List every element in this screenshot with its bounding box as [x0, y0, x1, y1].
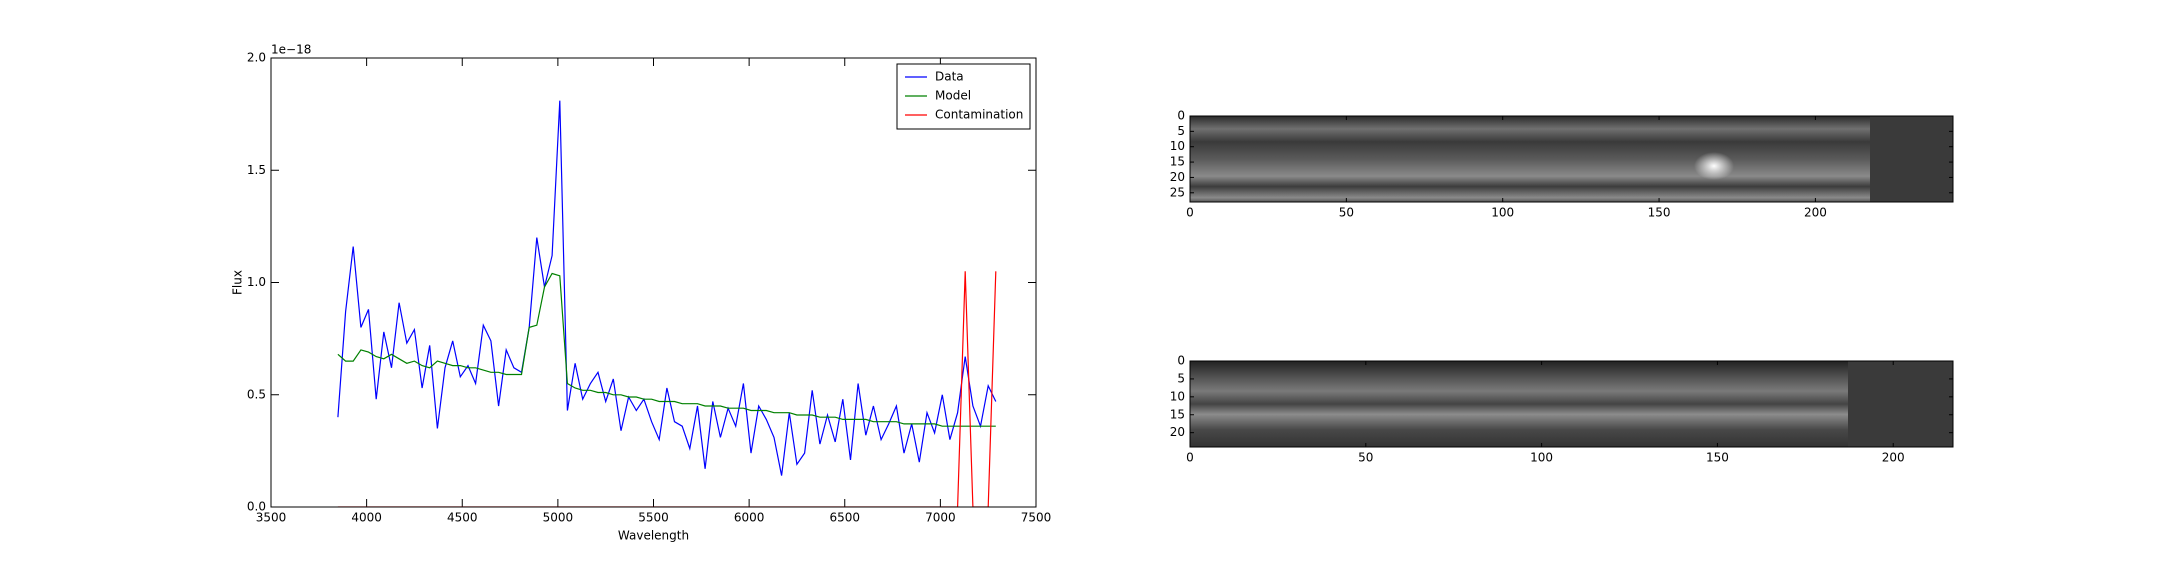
y-tick-label: 20: [1170, 170, 1185, 184]
series-line: [337, 100, 997, 476]
x-tick-label: 50: [1339, 206, 1354, 220]
legend-label: Contamination: [935, 108, 1023, 122]
y-tick-label: 10: [1170, 389, 1185, 403]
y-tick-label: 15: [1170, 155, 1185, 169]
y-tick-label: 10: [1170, 139, 1185, 153]
x-tick-label: 4000: [351, 511, 382, 525]
legend-label: Model: [935, 89, 971, 103]
x-tick-label: 5000: [543, 511, 574, 525]
y-tick-label: 5: [1177, 124, 1185, 138]
image-padding: [1848, 361, 1953, 447]
x-axis-label: Wavelength: [618, 529, 689, 543]
image-panel-bottom: [1190, 361, 1953, 447]
x-tick-label: 0: [1186, 451, 1194, 465]
x-tick-label: 200: [1804, 206, 1827, 220]
axes-frame: [270, 57, 1037, 508]
y-axis-label: Flux: [231, 270, 245, 295]
x-tick-label: 0: [1186, 206, 1194, 220]
offset-text: 1e−18: [271, 43, 311, 57]
x-tick-label: 6500: [829, 511, 860, 525]
series-line: [337, 272, 996, 427]
x-tick-label: 7000: [925, 511, 956, 525]
image-panel-top: [1190, 116, 1953, 202]
legend-label: Data: [935, 70, 964, 84]
x-tick-label: 50: [1358, 451, 1373, 465]
y-tick-label: 0.5: [247, 387, 266, 401]
x-tick-label: 7500: [1021, 511, 1052, 525]
x-tick-label: 150: [1706, 451, 1729, 465]
x-tick-label: 200: [1882, 451, 1905, 465]
y-tick-label: 0: [1177, 354, 1185, 368]
image-pixels: [1190, 361, 1848, 447]
image-padding: [1870, 116, 1953, 202]
y-tick-label: 0.0: [247, 500, 266, 514]
axes-frame: [1189, 360, 1954, 448]
x-tick-label: 100: [1491, 206, 1514, 220]
axes-frame: [1189, 115, 1954, 203]
y-tick-label: 15: [1170, 407, 1185, 421]
y-tick-label: 25: [1170, 185, 1185, 199]
y-tick-label: 2.0: [247, 51, 266, 65]
y-tick-label: 0: [1177, 109, 1185, 123]
x-tick-label: 3500: [256, 511, 287, 525]
image-blob: [1694, 152, 1734, 180]
x-tick-label: 5500: [638, 511, 669, 525]
x-tick-label: 4500: [447, 511, 478, 525]
y-tick-label: 5: [1177, 371, 1185, 385]
y-tick-label: 20: [1170, 425, 1185, 439]
y-tick-label: 1.5: [247, 163, 266, 177]
x-tick-label: 150: [1648, 206, 1671, 220]
x-tick-label: 6000: [734, 511, 765, 525]
y-tick-label: 1.0: [247, 275, 266, 289]
x-tick-label: 100: [1530, 451, 1553, 465]
image-pixels: [1190, 116, 1870, 202]
